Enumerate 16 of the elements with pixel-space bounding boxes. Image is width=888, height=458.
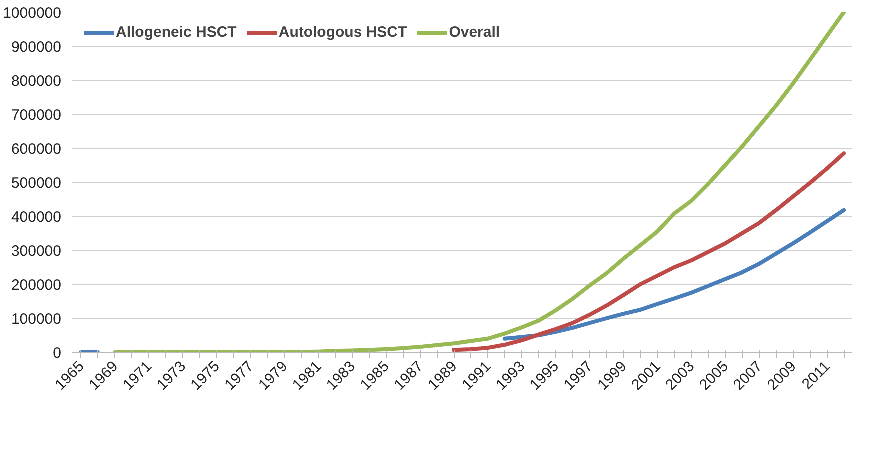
- y-tick-label: 0: [53, 345, 62, 362]
- y-tick-label: 400000: [11, 209, 62, 226]
- y-tick-label: 300000: [11, 243, 62, 260]
- y-tick-label: 600000: [11, 141, 62, 158]
- y-tick-label: 100000: [11, 311, 62, 328]
- y-tick-label: 1000000: [3, 5, 62, 22]
- legend-label: Autologous HSCT: [278, 24, 408, 41]
- y-tick-label: 700000: [11, 107, 62, 124]
- y-tick-label: 900000: [11, 39, 62, 56]
- legend-label: Overall: [449, 24, 500, 41]
- line-series: [452, 152, 846, 352]
- y-tick-label: 200000: [11, 277, 62, 294]
- y-tick-label: 500000: [11, 175, 62, 192]
- line-series: [112, 12, 846, 352]
- y-tick-label: 800000: [11, 73, 62, 90]
- legend-label: Allogeneic HSCT: [116, 24, 237, 41]
